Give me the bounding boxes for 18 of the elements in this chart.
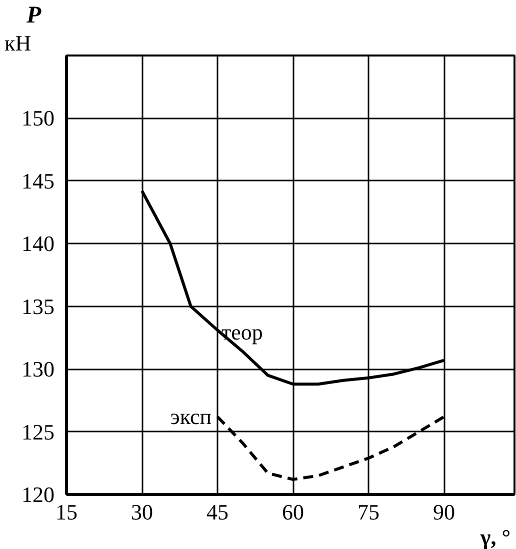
- x-tick-label: 60: [282, 500, 304, 524]
- text: кН: [4, 30, 32, 56]
- x-tick-label: 45: [206, 500, 229, 524]
- y-tick-label: 140: [22, 231, 54, 256]
- x-axis-title: γ, °: [479, 524, 511, 549]
- y-tick-label: 125: [22, 419, 54, 444]
- annotation: теор: [222, 320, 263, 345]
- x-tick-label: 75: [358, 500, 380, 524]
- annotation: эксп: [170, 404, 212, 430]
- x-tick-label: 15: [56, 500, 78, 524]
- y-tick-label: 145: [22, 168, 54, 194]
- y-tick-label: 135: [22, 294, 54, 319]
- x-tick-label: 30: [131, 500, 154, 524]
- y-tick-label: 130: [22, 356, 54, 382]
- y-tick-label: 120: [22, 482, 54, 507]
- x-tick-label: 90: [433, 500, 456, 524]
- y-tick-label: 150: [22, 106, 54, 131]
- y-axis-title: P: [26, 2, 42, 28]
